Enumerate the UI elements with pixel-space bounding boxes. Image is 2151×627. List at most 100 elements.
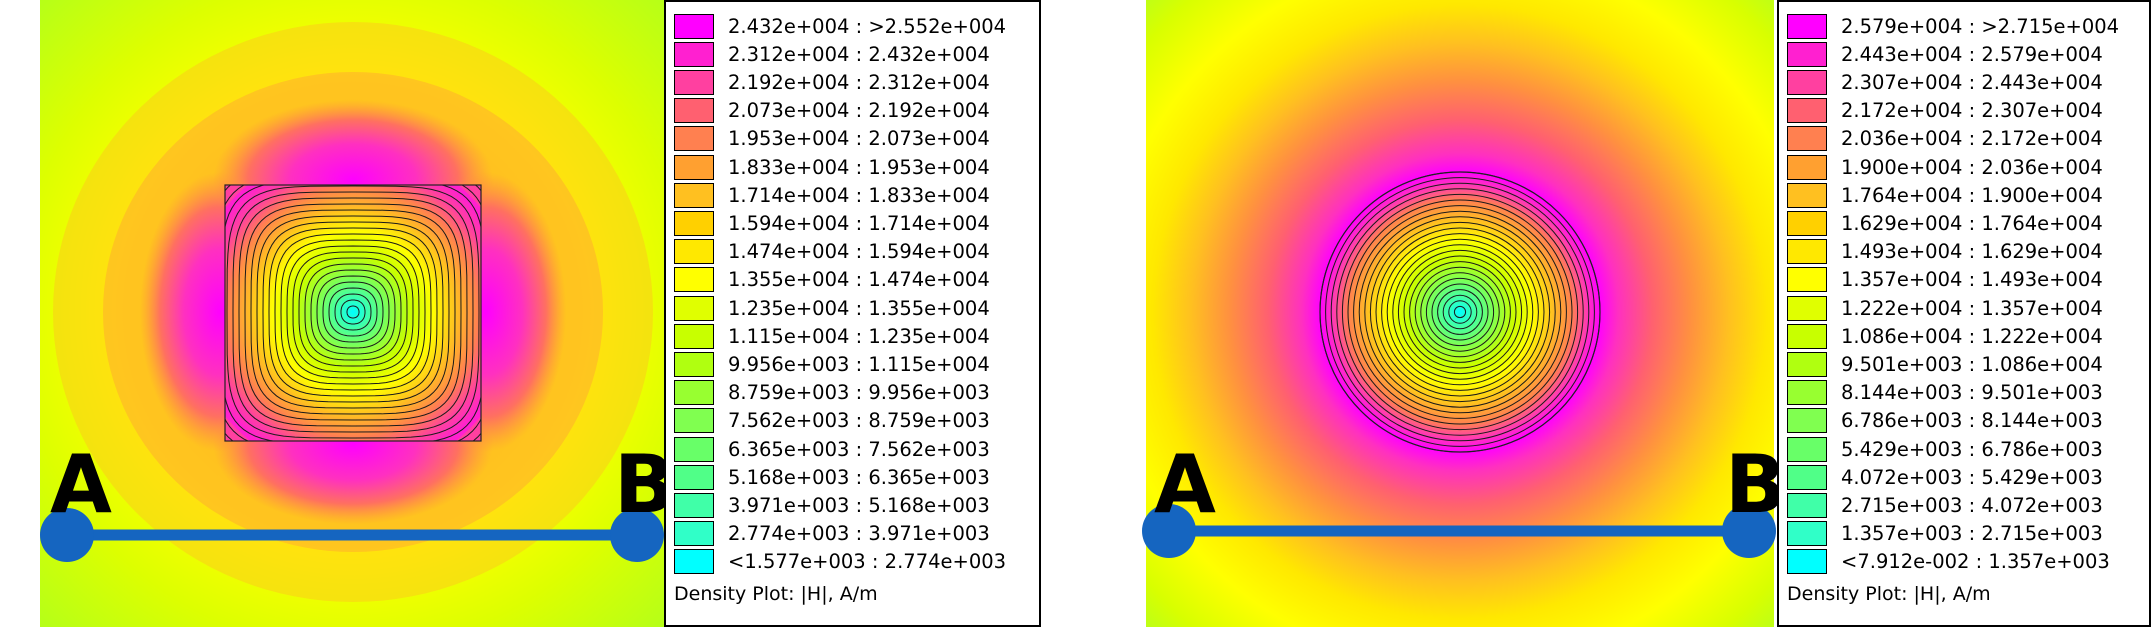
legend-range-label: 1.714e+004 : 1.833e+004 xyxy=(728,183,990,207)
density-plot-square xyxy=(40,0,666,627)
contour-line xyxy=(1431,283,1489,341)
contour-line xyxy=(1392,244,1528,380)
legend-row: 1.355e+004 : 1.474e+004 xyxy=(674,266,990,294)
contour-line xyxy=(1437,289,1483,335)
line-ab-circle xyxy=(1142,504,1776,558)
marker-a: A xyxy=(50,438,112,531)
legend-range-label: 1.629e+004 : 1.764e+004 xyxy=(1841,211,2103,235)
contour-line xyxy=(256,215,450,409)
legend-row: 5.168e+003 : 6.365e+003 xyxy=(674,463,990,491)
legend-row: 1.714e+004 : 1.833e+004 xyxy=(674,181,990,209)
legend-range-label: 5.168e+003 : 6.365e+003 xyxy=(728,465,990,489)
legend-range-label: 2.432e+004 : >2.552e+004 xyxy=(728,14,1007,38)
contour-line xyxy=(1442,294,1478,330)
legend-range-label: 8.144e+003 : 9.501e+003 xyxy=(1841,381,2103,405)
legend-row: 5.429e+003 : 6.786e+003 xyxy=(1787,435,2103,463)
legend-row: 2.715e+003 : 4.072e+003 xyxy=(1787,491,2103,519)
contour-line xyxy=(310,269,396,355)
legend-swatch xyxy=(674,408,714,434)
legend-caption: Density Plot: |H|, A/m xyxy=(674,583,878,605)
legend-swatch xyxy=(674,267,714,293)
legend-row: 2.073e+004 : 2.192e+004 xyxy=(674,97,990,125)
legend-row: 1.235e+004 : 1.355e+004 xyxy=(674,294,990,322)
legend-range-label: 2.312e+004 : 2.432e+004 xyxy=(728,42,990,66)
legend-row: 1.357e+004 : 1.493e+004 xyxy=(1787,266,2103,294)
contour-line xyxy=(1425,277,1495,347)
legend-swatch xyxy=(674,69,714,95)
contour-line xyxy=(286,245,420,379)
legend-swatch xyxy=(674,521,714,547)
contour-line xyxy=(268,227,438,397)
left-panel: A B 2.432e+004 : >2.552e+004 2.312e+004 :… xyxy=(40,0,1041,627)
legend-range-label: 2.172e+004 : 2.307e+004 xyxy=(1841,99,2103,123)
legend-swatch xyxy=(1787,521,1827,547)
legend-row: 1.474e+004 : 1.594e+004 xyxy=(674,238,990,266)
contour-line xyxy=(226,185,480,439)
legend-swatch xyxy=(674,13,714,39)
legend-range-label: 9.501e+003 : 1.086e+004 xyxy=(1841,352,2103,376)
legend-swatch xyxy=(674,126,714,152)
legend-row: 2.579e+004 : >2.715e+004 xyxy=(1787,12,2119,40)
legend-range-label: 2.192e+004 : 2.312e+004 xyxy=(728,70,990,94)
contour-line xyxy=(1347,199,1573,425)
legend-row: 3.971e+003 : 5.168e+003 xyxy=(674,491,990,519)
legend-swatch xyxy=(1787,380,1827,406)
legend-range-label: <1.577e+003 : 2.774e+003 xyxy=(728,550,1007,574)
contour-line xyxy=(1369,221,1551,403)
legend-row: 4.072e+003 : 5.429e+003 xyxy=(1787,463,2103,491)
legend-range-label: 1.086e+004 : 1.222e+004 xyxy=(1841,324,2103,348)
legend-range-label: 1.953e+004 : 2.073e+004 xyxy=(728,127,990,151)
legend-row: 1.222e+004 : 1.357e+004 xyxy=(1787,294,2103,322)
legend-swatch xyxy=(1787,464,1827,490)
contour-line xyxy=(1325,177,1595,447)
contour-line xyxy=(1364,216,1556,408)
legend-range-label: 8.759e+003 : 9.956e+003 xyxy=(728,381,990,405)
contour-line xyxy=(346,305,360,319)
contour-line xyxy=(1414,266,1506,358)
legend-swatch xyxy=(1787,13,1827,39)
legend-range-label: 1.115e+004 : 1.235e+004 xyxy=(728,324,990,348)
legend-range-label: 6.786e+003 : 8.144e+003 xyxy=(1841,409,2103,433)
legend-range-label: 6.365e+003 : 7.562e+003 xyxy=(728,437,990,461)
legend-range-label: 1.222e+004 : 1.357e+004 xyxy=(1841,296,2103,320)
contour-line xyxy=(340,299,366,325)
legend-row: <1.577e+003 : 2.774e+003 xyxy=(674,548,1006,576)
legend-row: 8.759e+003 : 9.956e+003 xyxy=(674,379,990,407)
legend-row: 9.956e+003 : 1.115e+004 xyxy=(674,350,990,378)
field-map-circle xyxy=(1146,0,1774,627)
line-ab-square xyxy=(40,508,664,562)
legend-row: 1.115e+004 : 1.235e+004 xyxy=(674,322,990,350)
legend-row: <7.912e-002 : 1.357e+003 xyxy=(1787,548,2110,576)
legend-swatch xyxy=(1787,267,1827,293)
legend-swatch xyxy=(1787,323,1827,349)
point-b xyxy=(610,508,664,562)
legend-range-label: 2.715e+003 : 4.072e+003 xyxy=(1841,493,2103,517)
legend-swatch xyxy=(1787,69,1827,95)
legend-range-label: 2.073e+004 : 2.192e+004 xyxy=(728,99,990,123)
legend-swatch xyxy=(1787,295,1827,321)
legend-swatch xyxy=(1787,351,1827,377)
legend-swatch xyxy=(674,492,714,518)
contour-line xyxy=(1397,249,1523,375)
right-panel: A B 2.579e+004 : >2.715e+004 2.443e+004 :… xyxy=(1107,0,2151,627)
legend-swatch xyxy=(674,41,714,67)
legend-range-label: 3.971e+003 : 5.168e+003 xyxy=(728,493,990,517)
legend-row: 8.144e+003 : 9.501e+003 xyxy=(1787,379,2103,407)
point-b xyxy=(1722,504,1776,558)
legend-range-label: 1.900e+004 : 2.036e+004 xyxy=(1841,155,2103,179)
contour-line xyxy=(1353,205,1567,419)
contour-line xyxy=(232,191,474,433)
legend-row: 9.501e+003 : 1.086e+004 xyxy=(1787,350,2103,378)
legend-swatch xyxy=(674,210,714,236)
contour-line xyxy=(1381,233,1539,391)
contour-line xyxy=(334,293,372,331)
legend-row: 2.774e+003 : 3.971e+003 xyxy=(674,520,990,548)
legend-swatch xyxy=(1787,126,1827,152)
legend-swatch xyxy=(674,154,714,180)
point-a xyxy=(40,508,94,562)
legend-circle: 2.579e+004 : >2.715e+004 2.443e+004 : 2.5… xyxy=(1777,0,2151,627)
legend-range-label: 1.474e+004 : 1.594e+004 xyxy=(728,240,990,264)
legend-swatch xyxy=(674,464,714,490)
contour-line xyxy=(328,287,378,337)
legend-range-label: 1.594e+004 : 1.714e+004 xyxy=(728,211,990,235)
